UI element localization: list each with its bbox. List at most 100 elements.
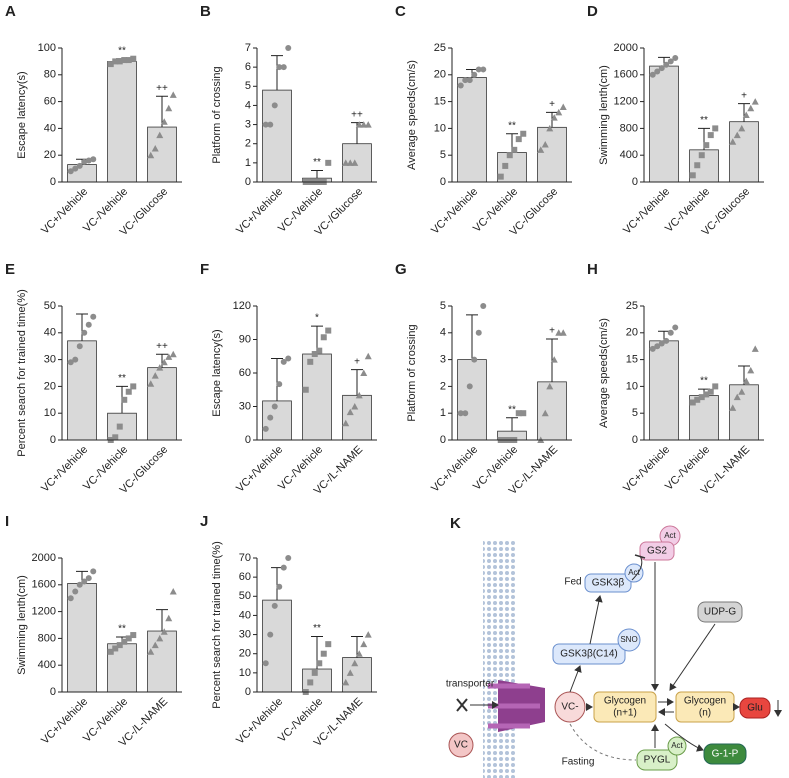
error-bar [466,314,478,360]
point [712,383,719,390]
act-label: Act [628,568,640,577]
y-tick-label: 20 [44,380,56,392]
vc-label: VC [454,740,468,751]
gs2-label: GS2 [647,546,667,557]
point [649,71,656,78]
significance: ** [118,45,126,56]
bar [342,394,372,441]
point [67,595,74,602]
y-tick-label: 0 [440,434,446,446]
point [325,327,332,334]
point [280,64,287,71]
point [729,404,737,411]
point [116,58,123,65]
error-bar [738,103,750,122]
point [742,377,750,385]
y-tick-label: 40 [44,327,56,339]
point [285,45,292,51]
point [125,388,132,395]
significance: ** [118,373,126,384]
y-tick-label: 2 [245,138,251,150]
point [76,162,83,169]
point [751,345,759,352]
point [90,156,97,163]
point [67,168,74,175]
y-tick-label: 1 [440,407,446,419]
point [85,575,92,582]
point [546,124,554,132]
y-tick-label: 1 [245,157,251,169]
point [559,103,567,110]
axes [61,306,182,441]
error-bar [156,95,168,128]
point [116,423,123,430]
y-tick-label: 2 [440,380,446,392]
point [325,159,332,166]
point [497,173,504,180]
y-tick-label: 0 [632,176,638,188]
point [550,356,558,363]
point [130,383,137,390]
point [320,650,327,657]
y-tick-label: 100 [38,42,56,54]
point [342,678,350,686]
y-axis-label: Escape latency(s) [16,71,28,158]
fasting-label: Fasting [562,757,595,768]
axes [61,558,182,693]
y-axis-label: Platform of crossing [211,66,223,163]
significance: ** [700,376,708,387]
point [285,355,292,362]
point [320,334,327,341]
y-tick-label: 800 [620,122,638,134]
y-tick-label: 10 [44,407,56,419]
y-tick-label: 0 [632,434,638,446]
point [81,578,88,585]
point [694,162,701,169]
y-tick-label: 30 [44,354,56,366]
significance: + [354,356,360,367]
error-bar [271,357,283,401]
y-tick-label: 0 [50,176,56,188]
point [360,121,368,128]
bar [342,657,372,693]
arrow [569,665,582,693]
point [160,358,168,366]
y-tick-label: 5 [632,407,638,419]
point [67,359,74,366]
point [707,132,714,139]
point [267,631,274,638]
point [667,58,674,65]
point [342,419,350,427]
point [351,159,359,166]
y-axis-label: Percent search for trained time(%) [211,541,223,709]
glycogen-label: Glycogen [604,696,646,707]
error-bar [738,365,750,385]
point [351,403,359,410]
point [302,386,309,393]
point [457,82,464,89]
point [672,324,679,331]
point [480,66,487,73]
error-bar [156,609,168,632]
panel-letter: F [200,261,209,278]
panel-letter: E [5,261,15,278]
glycogen-node [593,691,657,723]
y-tick-label: 15 [626,354,638,366]
block-x [456,698,468,712]
y-tick-label: 5 [245,80,251,92]
point [107,61,114,68]
y-tick-label: 2000 [614,42,638,54]
point [169,350,177,358]
point [271,602,278,609]
point [151,641,159,649]
axes [256,558,377,693]
point [81,329,88,336]
point [156,131,164,139]
point [112,58,119,65]
y-tick-label: 6 [245,61,251,73]
y-tick-label: 400 [38,659,56,671]
inhibit-bar [634,554,646,559]
dashed-link [569,723,637,761]
glycogen-label: Glycogen [684,696,726,707]
y-tick-label: 120 [233,300,251,312]
